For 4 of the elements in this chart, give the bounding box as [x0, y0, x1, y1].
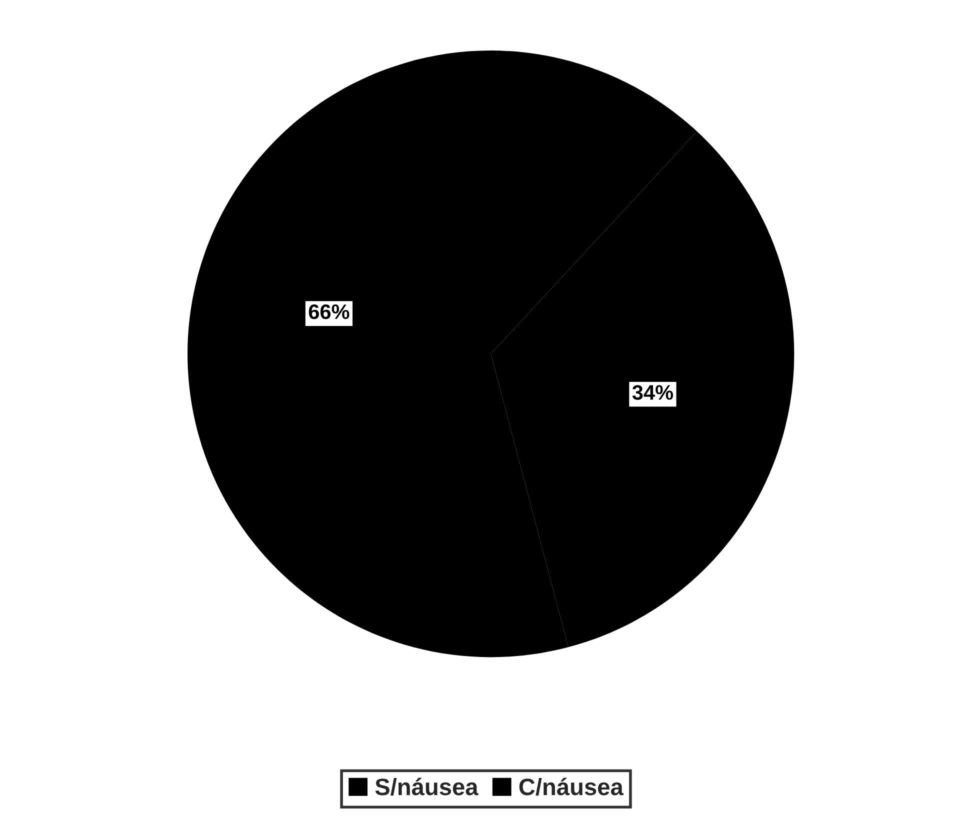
legend-label: C/náusea	[519, 778, 624, 796]
data-label: 66%	[308, 304, 350, 320]
legend-label: S/náusea	[375, 778, 478, 796]
data-label: 34%	[632, 385, 674, 400]
